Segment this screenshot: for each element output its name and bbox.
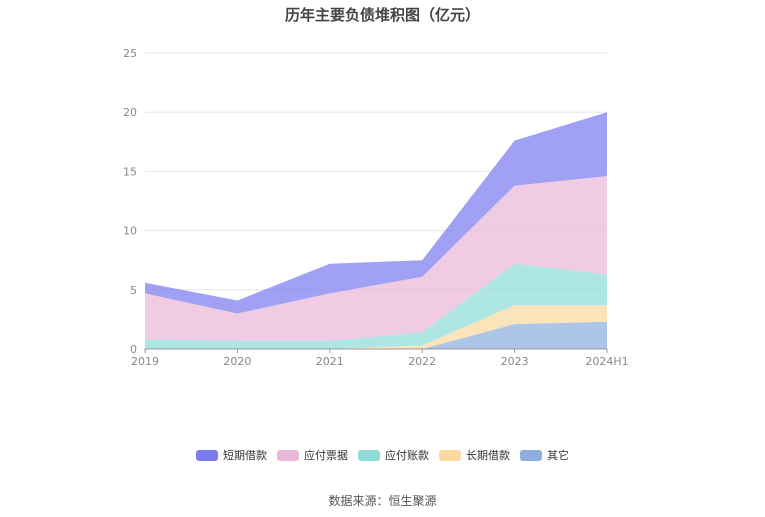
legend-item[interactable]: 应付账款 [358,447,429,463]
y-tick-label: 15 [123,165,137,178]
legend-swatch [277,449,299,461]
data-source: 数据来源：恒生聚源 [328,494,437,508]
legend-label: 其它 [547,449,569,462]
legend-swatch [520,449,542,461]
x-tick-label: 2024H1 [585,355,628,368]
area-series-应付账款 [145,263,607,349]
y-tick-label: 20 [123,106,137,119]
x-tick-label: 2020 [223,355,251,368]
y-tick-label: 10 [123,225,137,238]
legend-item[interactable]: 应付票据 [277,447,348,463]
y-tick-label: 0 [130,343,137,356]
area-series-其它 [145,321,607,349]
y-tick-label: 5 [130,284,137,297]
legend-label: 应付票据 [304,449,348,462]
legend-item[interactable]: 短期借款 [196,447,267,463]
x-tick-label: 2021 [316,355,344,368]
legend-label: 短期借款 [223,449,267,462]
legend-swatch [439,449,461,461]
legend-label: 长期借款 [466,449,510,462]
x-tick-label: 2023 [501,355,529,368]
legend-item[interactable]: 其它 [520,447,569,463]
area-series-长期借款 [145,305,607,349]
legend-label: 应付账款 [385,449,429,462]
y-tick-label: 25 [123,47,137,60]
area-series-应付票据 [145,176,607,341]
legend-swatch [358,449,380,461]
chart-legend: 短期借款 应付票据 应付账款 长期借款 其它 [0,447,765,463]
legend-swatch [196,449,218,461]
chart-title: 历年主要负债堆积图（亿元） [284,6,480,24]
legend-item[interactable]: 长期借款 [439,447,510,463]
x-tick-label: 2019 [131,355,159,368]
x-tick-label: 2022 [408,355,436,368]
area-series-短期借款 [145,112,607,314]
